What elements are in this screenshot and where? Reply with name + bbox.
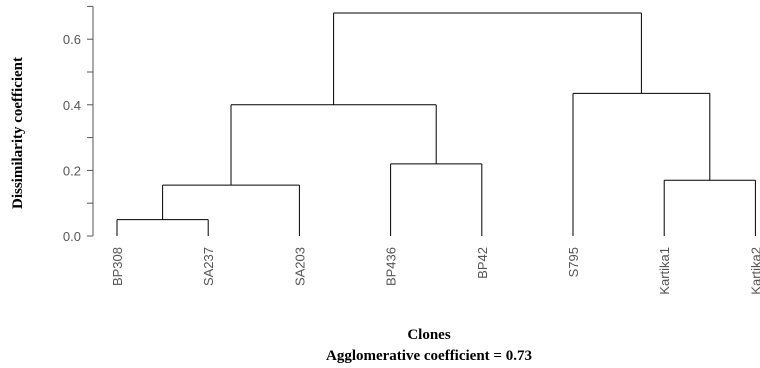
leaf-label-kartika1: Kartika1	[657, 247, 672, 295]
agglomerative-coefficient-caption: Agglomerative coefficient = 0.73	[326, 348, 532, 364]
leaf-label-sa203: SA203	[292, 247, 307, 286]
leaf-label-kartika2: Kartika2	[748, 247, 760, 295]
dendrogram-branches	[116, 12, 756, 236]
y-tick-label: 0.4	[63, 98, 81, 113]
y-axis: 0.0 0.2 0.4 0.6	[63, 5, 94, 244]
leaf-label-bp436: BP436	[384, 247, 399, 286]
y-axis-title: Dissimilarity coefficient	[10, 57, 26, 209]
y-tick-label: 0.0	[63, 229, 81, 244]
leaf-labels: BP308 SA237 SA203 BP436 BP42 S795 Kartika1 Kart…	[110, 247, 760, 295]
leaf-label-s795: S795	[566, 247, 581, 277]
leaf-label-bp42: BP42	[475, 247, 490, 279]
leaf-label-bp308: BP308	[110, 247, 125, 286]
leaf-label-sa237: SA237	[201, 247, 216, 286]
y-tick-label: 0.2	[63, 163, 81, 178]
x-axis-title: Clones	[407, 327, 451, 343]
y-tick-label: 0.6	[63, 32, 81, 47]
